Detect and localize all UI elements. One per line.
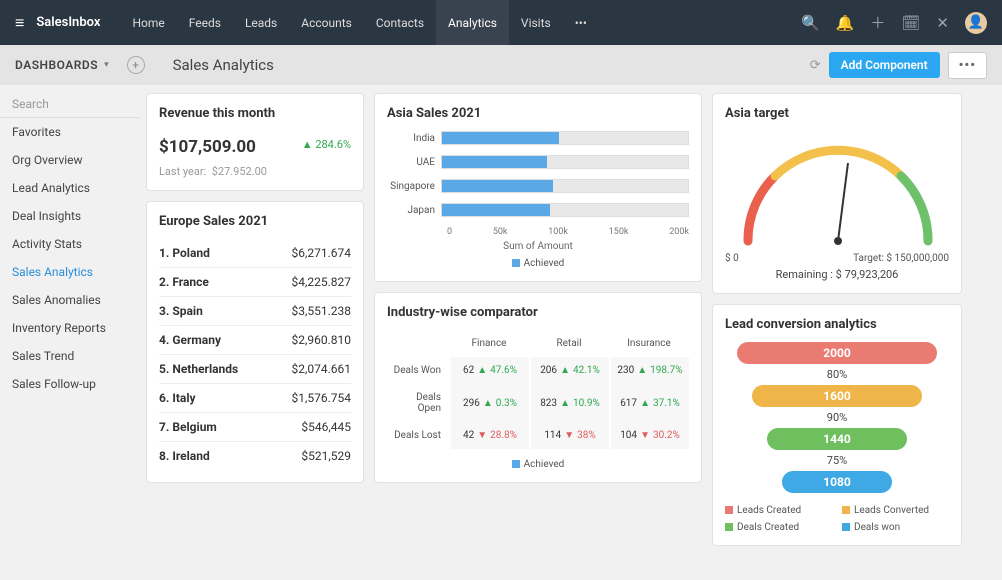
comp-cell: 62▲47.6% (449, 357, 529, 384)
europe-title: Europe Sales 2021 (159, 214, 351, 229)
revenue-card: Revenue this month $107,509.00 ▲ 284.6% … (146, 93, 364, 191)
sidebar-item-org-overview[interactable]: Org Overview (0, 146, 140, 174)
bar-row: Japan (387, 203, 689, 217)
comp-row-label: Deals Won (387, 357, 449, 384)
comp-cell: 230▲198.7% (609, 357, 689, 384)
asia-target-card: Asia target $ 0 Target: $ 150,000,000 (712, 93, 962, 294)
comp-cell: 296▲0.3% (449, 384, 529, 422)
sidebar-item-inventory-reports[interactable]: Inventory Reports (0, 314, 140, 342)
comparator-card: Industry-wise comparator FinanceRetailIn… (374, 292, 702, 483)
sidebar-item-sales-analytics[interactable]: Sales Analytics (0, 258, 140, 286)
comp-col-header: Insurance (609, 330, 689, 357)
funnel-pct: 90% (827, 411, 847, 424)
comp-cell: 42▼28.8% (449, 422, 529, 449)
nav-item-home[interactable]: Home (120, 0, 176, 45)
bar-row: Singapore (387, 179, 689, 193)
calendar-icon[interactable]: 🗓 (901, 14, 920, 32)
bell-icon[interactable]: 🔔 (836, 14, 855, 32)
sidebar-item-sales-anomalies[interactable]: Sales Anomalies (0, 286, 140, 314)
table-row: 5. Netherlands$2,074.661 (159, 354, 351, 383)
sidebar-item-deal-insights[interactable]: Deal Insights (0, 202, 140, 230)
table-row: 2. France$4,225.827 (159, 267, 351, 296)
search-icon[interactable]: 🔍 (801, 14, 820, 32)
comp-cell: 206▲42.1% (529, 357, 609, 384)
nav-item-accounts[interactable]: Accounts (289, 0, 364, 45)
tools-icon[interactable]: ✕ (936, 14, 949, 32)
funnel-stage: 2000 (737, 342, 937, 364)
comp-row-label: Deals Open (387, 384, 449, 422)
sidebar-search[interactable]: Search (0, 91, 140, 118)
nav-item-leads[interactable]: Leads (233, 0, 289, 45)
legend-item: Leads Converted (842, 505, 949, 516)
chevron-down-icon[interactable]: ▾ (104, 60, 109, 70)
more-button[interactable]: ••• (948, 52, 987, 79)
comp-cell: 114▼38% (529, 422, 609, 449)
asia-legend: Achieved (387, 258, 689, 269)
legend-item: Leads Created (725, 505, 832, 516)
gauge-remaining: Remaining : $ 79,923,206 (725, 268, 949, 281)
nav-item-visits[interactable]: Visits (509, 0, 563, 45)
funnel-card: Lead conversion analytics 2000 80% 1600 90%… (712, 304, 962, 546)
funnel-pct: 75% (827, 454, 847, 467)
page-title: Sales Analytics (173, 56, 274, 74)
refresh-icon[interactable]: ⟳ (810, 58, 821, 73)
sidebar-item-sales-follow-up[interactable]: Sales Follow-up (0, 370, 140, 398)
asia-sales-card: Asia Sales 2021 IndiaUAESingaporeJapan 0… (374, 93, 702, 282)
comparator-title: Industry-wise comparator (387, 305, 689, 320)
add-component-button[interactable]: Add Component (829, 52, 940, 78)
table-row: 7. Belgium$546,445 (159, 412, 351, 441)
sidebar-item-favorites[interactable]: Favorites (0, 118, 140, 146)
comp-row-label: Deals Lost (387, 422, 449, 449)
plus-icon[interactable]: ＋ (870, 12, 885, 33)
funnel-pct: 80% (827, 368, 847, 381)
sidebar-item-sales-trend[interactable]: Sales Trend (0, 342, 140, 370)
gauge-title: Asia target (725, 106, 949, 121)
gauge-max: Target: $ 150,000,000 (853, 253, 949, 264)
sidebar-item-lead-analytics[interactable]: Lead Analytics (0, 174, 140, 202)
asia-title: Asia Sales 2021 (387, 106, 689, 121)
comp-col-header: Finance (449, 330, 529, 357)
nav-item-feeds[interactable]: Feeds (177, 0, 233, 45)
table-row: 1. Poland$6,271.674 (159, 239, 351, 267)
sidebar: Search FavoritesOrg OverviewLead Analyti… (0, 85, 140, 580)
nav-more-icon[interactable]: ••• (563, 0, 599, 45)
europe-sales-card: Europe Sales 2021 1. Poland$6,271.6742. … (146, 201, 364, 483)
table-row: 6. Italy$1,576.754 (159, 383, 351, 412)
revenue-last-year: Last year: $27.952.00 (159, 165, 351, 178)
comp-cell: 823▲10.9% (529, 384, 609, 422)
funnel-stage: 1080 (782, 471, 892, 493)
revenue-amount: $107,509.00 (159, 137, 256, 157)
gauge-min: $ 0 (725, 253, 739, 264)
comp-cell: 617▲37.1% (609, 384, 689, 422)
revenue-title: Revenue this month (159, 106, 351, 121)
hamburger-icon[interactable]: ≡ (15, 13, 24, 33)
bar-row: UAE (387, 155, 689, 169)
brand[interactable]: SalesInbox (36, 15, 100, 30)
nav-item-contacts[interactable]: Contacts (364, 0, 436, 45)
dashboards-dropdown[interactable]: DASHBOARDS (15, 58, 98, 72)
sub-bar: DASHBOARDS ▾ + Sales Analytics ⟳ Add Com… (0, 45, 1002, 85)
funnel-title: Lead conversion analytics (725, 317, 949, 332)
asia-axis-title: Sum of Amount (387, 241, 689, 252)
comp-col-header: Retail (529, 330, 609, 357)
comp-cell: 104▼30.2% (609, 422, 689, 449)
legend-item: Deals Created (725, 522, 832, 533)
table-row: 4. Germany$2,960.810 (159, 325, 351, 354)
add-dashboard-button[interactable]: + (127, 56, 145, 74)
table-row: 8. Ireland$521,529 (159, 441, 351, 470)
revenue-change: ▲ 284.6% (302, 138, 351, 151)
table-row: 3. Spain$3,551.238 (159, 296, 351, 325)
gauge-chart (725, 131, 949, 251)
funnel-stage: 1600 (752, 385, 922, 407)
top-nav: ≡ SalesInbox HomeFeedsLeadsAccountsConta… (0, 0, 1002, 45)
funnel-stage: 1440 (767, 428, 907, 450)
avatar[interactable]: 👤 (965, 12, 987, 34)
legend-item: Deals won (842, 522, 949, 533)
sidebar-item-activity-stats[interactable]: Activity Stats (0, 230, 140, 258)
comparator-legend: Achieved (387, 459, 689, 470)
bar-row: India (387, 131, 689, 145)
nav-item-analytics[interactable]: Analytics (436, 0, 509, 45)
